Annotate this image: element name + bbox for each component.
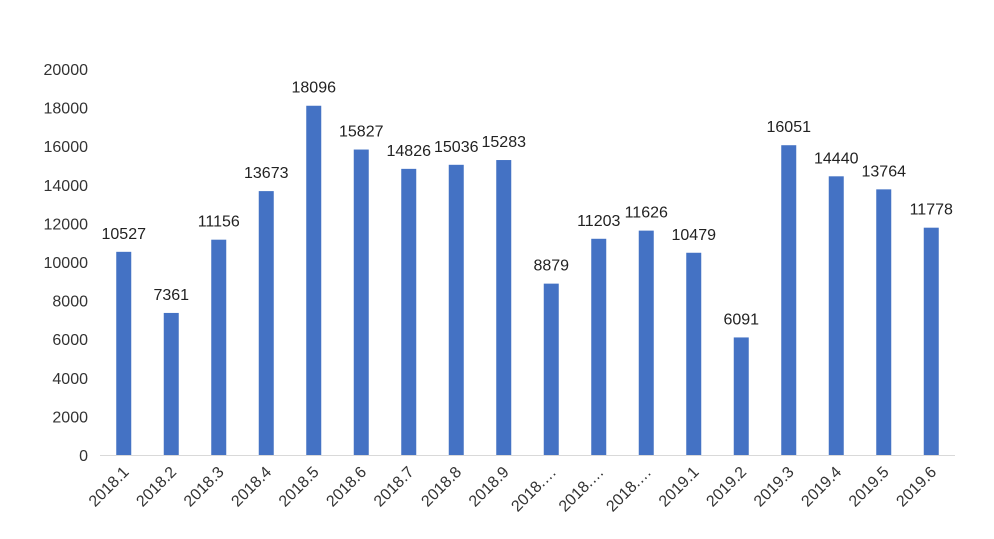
bar [116,251,132,455]
y-tick-label: 10000 [44,255,89,272]
data-label: 11203 [577,213,620,230]
data-label: 15036 [434,139,479,156]
data-label: 11156 [198,214,240,231]
y-tick-label: 18000 [44,101,89,118]
x-tick-label: 2018.8 [418,464,465,511]
bar [306,105,322,456]
x-tick-label: 2018.… [556,464,608,516]
x-tick-label: 2019.4 [798,464,845,511]
y-tick-label: 8000 [52,294,88,311]
data-label: 10479 [672,227,717,244]
data-label: 16051 [767,119,812,136]
bar [211,239,227,455]
y-tick-label: 2000 [52,409,88,426]
bar [163,312,179,455]
x-axis-labels: 2018.1 2018.2 2018.3 2018.4 2018.5 2018.6 2018… [86,464,940,516]
bar [923,227,939,455]
data-label: 6091 [723,311,759,328]
x-tick-label: 2018.6 [323,464,370,511]
x-tick-label: 2019.5 [846,464,893,511]
data-label: 8879 [533,258,569,275]
x-tick-label: 2018.3 [181,464,228,511]
bars [116,105,939,456]
bar [496,160,512,456]
x-tick-label: 2019.2 [703,464,750,511]
bar [638,230,654,455]
bar [448,164,464,455]
data-label: 15283 [482,134,527,151]
x-tick-label: 2018.5 [276,464,323,511]
data-label: 11626 [625,205,668,222]
x-tick-label: 2019.3 [751,464,798,511]
data-label: 13764 [862,163,907,180]
data-label: 14440 [814,150,859,167]
y-tick-label: 14000 [44,178,89,195]
bar [258,191,274,456]
bar [686,252,702,455]
bar [781,145,797,455]
x-tick-label: 2018.1 [86,464,133,511]
y-tick-label: 16000 [44,139,89,156]
data-label: 7361 [153,287,189,304]
x-tick-label: 2018.… [508,464,560,516]
data-label: 14826 [387,143,432,160]
bar [828,176,844,456]
data-label: 18096 [292,80,337,97]
data-label: 11778 [910,202,953,219]
bar [543,283,559,455]
data-label: 13673 [244,165,289,182]
y-tick-label: 4000 [52,371,88,388]
data-label: 15827 [339,124,384,141]
x-tick-label: 2018.4 [228,464,275,511]
x-tick-label: 2018.9 [466,464,513,511]
x-tick-label: 2018.7 [371,464,418,511]
y-tick-label: 6000 [52,332,88,349]
bar [353,149,369,456]
bar [876,189,892,455]
x-tick-label: 2019.1 [656,464,703,511]
y-tick-label: 20000 [44,62,89,79]
y-tick-label: 12000 [44,216,89,233]
x-tick-label: 2018.… [603,464,655,516]
x-tick-label: 2018.2 [133,464,180,511]
data-label: 10527 [102,226,147,243]
x-tick-label: 2019.6 [893,464,940,511]
y-tick-label: 0 [79,448,88,465]
y-axis-labels: 0 2000 4000 6000 8000 10000 12000 14000 16000 180… [44,62,89,465]
bar [401,168,417,455]
bar [733,337,749,455]
bar [591,238,607,455]
